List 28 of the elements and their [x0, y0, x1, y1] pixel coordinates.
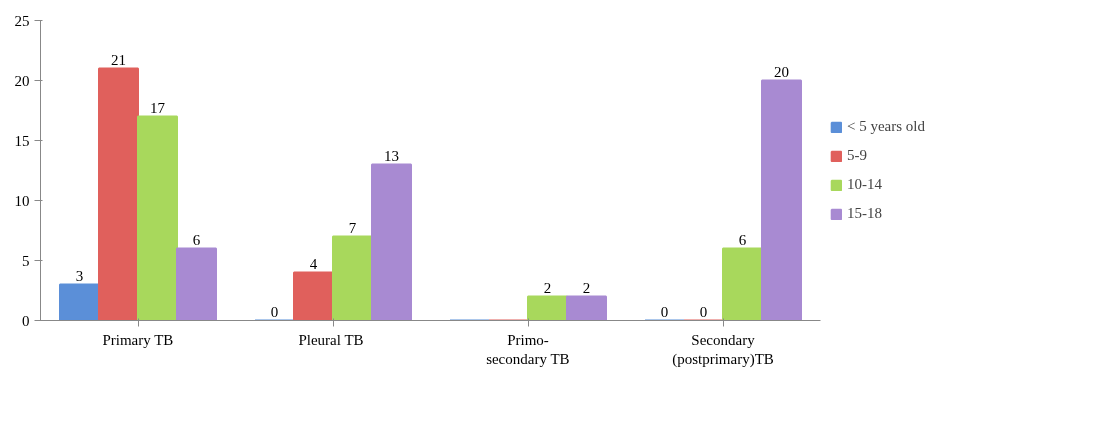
x-tick-label: Primo- secondary TB: [486, 331, 570, 367]
x-tick-label: Secondary (postprimary)TB: [672, 331, 774, 368]
y-tick-label: 20: [14, 72, 30, 89]
data-label: 17: [150, 99, 166, 116]
legend-label: 10-14: [847, 176, 882, 193]
data-label: 4: [309, 255, 318, 272]
data-label: 0: [270, 303, 279, 320]
data-label: 2: [582, 279, 591, 296]
legend-label: 5-9: [847, 147, 867, 164]
data-label: 2: [543, 279, 552, 296]
y-tick-label: 0: [22, 312, 30, 329]
legend-label: 15-18: [847, 205, 882, 222]
data-label: 6: [192, 231, 201, 248]
data-label: 7: [348, 219, 357, 236]
y-tick-label: 25: [14, 12, 30, 29]
y-tick-label: 5: [22, 252, 30, 269]
legend-label: < 5 years old: [847, 118, 926, 135]
data-label: 0: [699, 303, 708, 320]
data-label: 13: [384, 147, 399, 164]
data-label: 3: [75, 267, 84, 284]
y-tick-label: 15: [14, 132, 30, 149]
data-label: 0: [660, 303, 669, 320]
data-label: 20: [774, 63, 789, 80]
x-tick-label: Pleural TB: [298, 331, 364, 348]
data-label: 21: [111, 51, 126, 68]
y-tick-label: 10: [14, 192, 30, 209]
x-tick-label: Primary TB: [102, 331, 174, 348]
data-label: 6: [738, 231, 747, 248]
